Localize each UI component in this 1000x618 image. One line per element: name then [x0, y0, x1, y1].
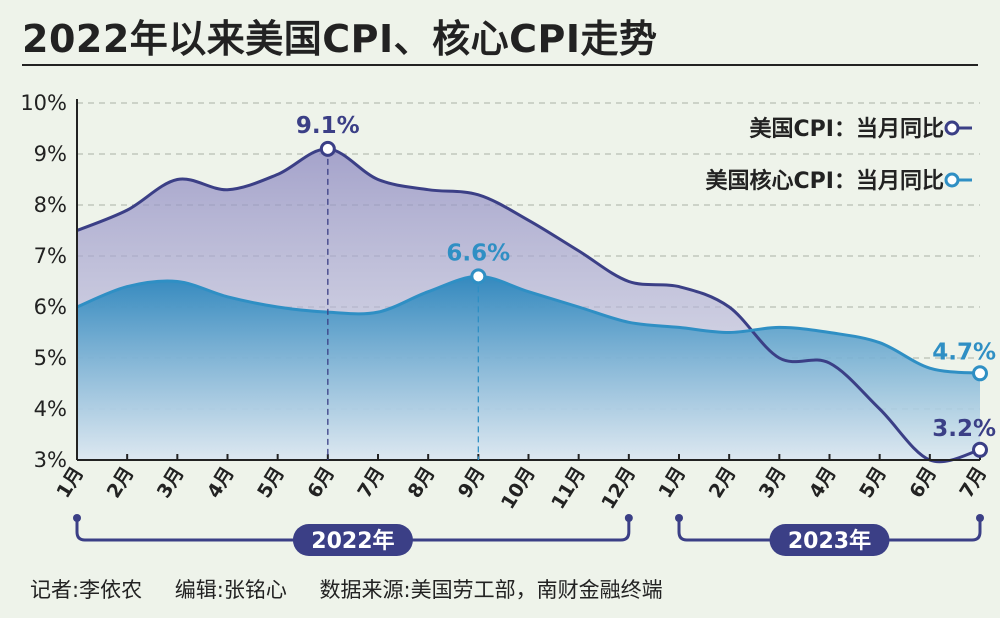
x-tick-label: 3月	[755, 463, 791, 502]
year-label: 2022年	[311, 528, 394, 554]
y-tick-label: 3%	[34, 448, 67, 472]
legend-label: 美国核心CPI：当月同比	[706, 168, 944, 194]
annotation-marker	[319, 140, 336, 157]
chart-title: 2022年以来美国CPI、核心CPI走势	[22, 17, 658, 61]
data-label: 6.6%	[446, 240, 510, 266]
source-credit: 数据来源:美国劳工部，南财金融终端	[319, 578, 663, 602]
x-tick-label: 9月	[454, 463, 490, 502]
data-label: 4.7%	[932, 339, 996, 365]
series-line-0	[76, 147, 981, 464]
y-tick-label: 6%	[34, 295, 67, 319]
series-area-1	[77, 276, 980, 460]
x-tick-label: 8月	[404, 463, 440, 502]
title-rule	[22, 64, 978, 66]
y-tick-label: 10%	[20, 91, 67, 115]
reporter-credit: 记者:李依农	[30, 578, 143, 602]
x-tick-label: 11月	[547, 463, 590, 513]
data-label: 3.2%	[932, 416, 996, 442]
footer: 记者:李依农 编辑:张铭心 数据来源:美国劳工部，南财金融终端	[30, 574, 689, 604]
editor-credit: 编辑:张铭心	[174, 578, 287, 602]
x-tick-label: 5月	[855, 463, 891, 502]
y-tick-label: 8%	[34, 193, 67, 217]
year-pill	[292, 524, 413, 556]
series-line-1	[76, 274, 981, 375]
x-tick-label: 7月	[956, 463, 992, 502]
y-tick-label: 5%	[34, 346, 67, 370]
y-tick-label: 4%	[34, 397, 67, 421]
legend-label: 美国CPI：当月同比	[750, 116, 944, 142]
x-tick-label: 2月	[705, 463, 741, 502]
year-label: 2023年	[788, 528, 871, 554]
x-tick-label: 12月	[597, 463, 640, 513]
annotation-marker	[972, 441, 988, 458]
legend-marker	[944, 120, 960, 136]
y-tick-label: 9%	[34, 142, 67, 166]
data-label: 9.1%	[296, 113, 360, 139]
annotation-marker	[972, 365, 988, 382]
x-tick-label: 10月	[497, 463, 540, 513]
x-tick-label: 1月	[655, 463, 691, 502]
annotation-marker	[470, 268, 487, 285]
x-tick-label: 6月	[303, 463, 339, 502]
legend-marker	[944, 172, 960, 188]
x-tick-label: 4月	[203, 463, 239, 502]
y-tick-label: 7%	[34, 244, 67, 268]
x-tick-label: 5月	[253, 463, 289, 502]
x-tick-label: 7月	[354, 463, 390, 502]
year-pill	[769, 524, 890, 556]
x-tick-label: 4月	[805, 463, 841, 502]
x-tick-label: 3月	[153, 463, 189, 502]
x-tick-label: 6月	[905, 463, 941, 502]
x-tick-label: 2月	[103, 463, 139, 502]
